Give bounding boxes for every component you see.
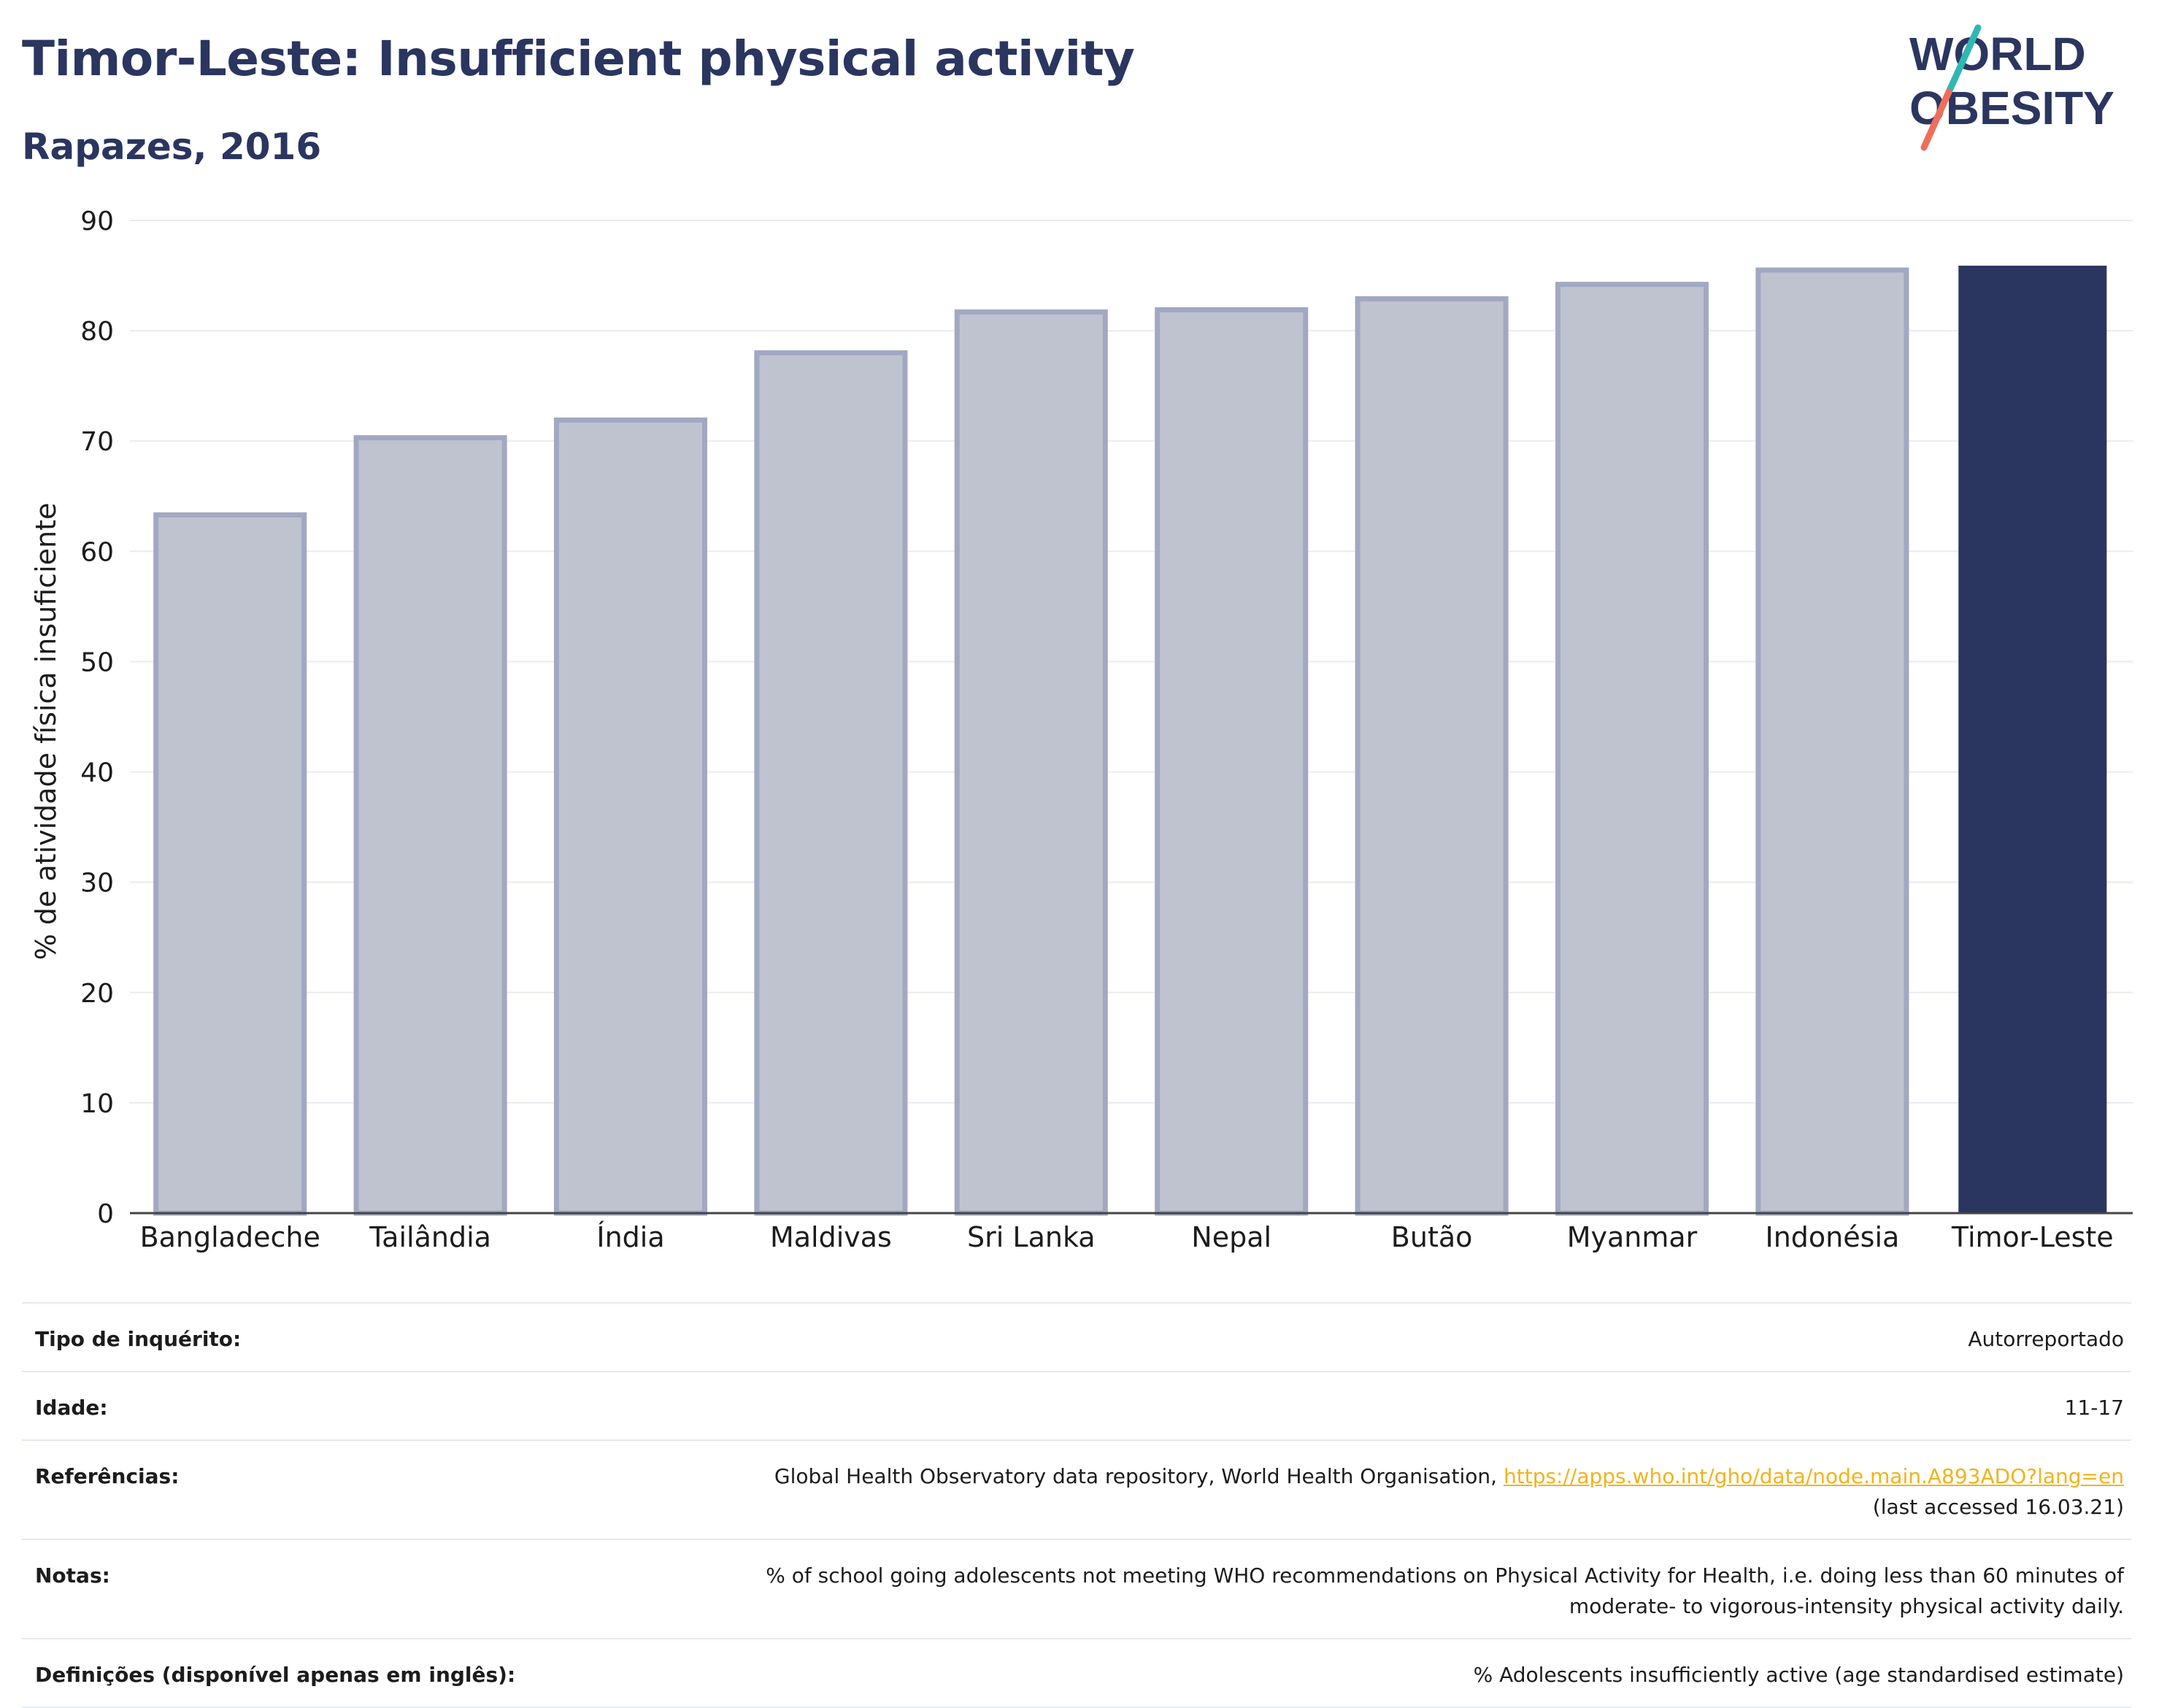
bar-myanmar bbox=[1555, 282, 1709, 1216]
bar-nepal bbox=[1155, 307, 1309, 1216]
y-tick-label: 0 bbox=[97, 1199, 114, 1229]
bar-bangladeche bbox=[153, 512, 307, 1216]
info-label: Notas: bbox=[22, 1539, 590, 1639]
x-tick-label: Maldivas bbox=[770, 1221, 892, 1253]
world-obesity-logo: WORLD OBESITY bbox=[1909, 24, 2114, 151]
bar-sri-lanka bbox=[954, 309, 1108, 1216]
info-table: Tipo de inquérito: Autorreportado Idade:… bbox=[22, 1302, 2131, 1708]
page-subtitle: Rapazes, 2016 bbox=[22, 126, 322, 168]
axes: 0 10 20 30 40 50 60 70 80 90 Bangladeche Tailândia Í… bbox=[80, 207, 2133, 1253]
x-tick-label: Indonésia bbox=[1766, 1221, 1900, 1253]
page-title: Timor-Leste: Insufficient physical activ… bbox=[22, 31, 1135, 87]
x-tick-label: Butão bbox=[1391, 1221, 1473, 1253]
x-tick-label: Bangladeche bbox=[140, 1221, 320, 1253]
x-tick-label: Sri Lanka bbox=[967, 1221, 1096, 1253]
y-tick-label: 50 bbox=[80, 647, 114, 677]
logo-slash-coral bbox=[1920, 88, 1952, 151]
info-row-notes: Notas: % of school going adolescents not… bbox=[22, 1539, 2131, 1639]
y-axis-label: % de atividade física insuficiente bbox=[30, 503, 62, 961]
bar-indon-sia bbox=[1755, 267, 1909, 1216]
y-tick-label: 40 bbox=[80, 758, 114, 788]
notes-line-1: % of school going adolescents not meetin… bbox=[766, 1563, 2124, 1588]
info-value: Global Health Observatory data repositor… bbox=[590, 1439, 2131, 1539]
y-tick-label: 20 bbox=[80, 979, 114, 1009]
bar-timor-leste bbox=[1958, 265, 2107, 1213]
bar-chart: 0 10 20 30 40 50 60 70 80 90 Bangladeche Tailândia Í… bbox=[30, 207, 2133, 1253]
notes-line-2: moderate- to vigorous-intensity physical… bbox=[1569, 1594, 2124, 1618]
y-tick-label: 90 bbox=[80, 207, 114, 236]
info-label: Tipo de inquérito: bbox=[22, 1302, 590, 1372]
info-value: Autorreportado bbox=[590, 1302, 2131, 1372]
info-row-references: Referências: Global Health Observatory d… bbox=[22, 1439, 2131, 1539]
bar-but-o bbox=[1355, 296, 1509, 1216]
x-tick-label: Timor-Leste bbox=[1951, 1221, 2114, 1253]
info-row-survey-type: Tipo de inquérito: Autorreportado bbox=[22, 1302, 2131, 1372]
y-tick-label: 80 bbox=[80, 317, 114, 347]
y-tick-label: 60 bbox=[80, 537, 114, 567]
info-label: Definições (disponível apenas em inglês)… bbox=[22, 1638, 590, 1708]
x-tick-label: Myanmar bbox=[1567, 1221, 1698, 1253]
y-tick-label: 10 bbox=[80, 1089, 114, 1119]
info-label: Idade: bbox=[22, 1371, 590, 1440]
info-row-definitions: Definições (disponível apenas em inglês)… bbox=[22, 1638, 2131, 1708]
bars bbox=[153, 265, 2107, 1216]
y-tick-label: 70 bbox=[80, 427, 114, 457]
logo-text-world: WORLD bbox=[1909, 28, 2086, 80]
reference-accessed: (last accessed 16.03.21) bbox=[1872, 1495, 2124, 1519]
x-tick-label: Nepal bbox=[1191, 1221, 1271, 1253]
info-value: % Adolescents insufficiently active (age… bbox=[590, 1638, 2131, 1708]
info-row-age: Idade: 11-17 bbox=[22, 1371, 2131, 1440]
logo-slash-teal bbox=[1945, 24, 1982, 96]
reference-text: Global Health Observatory data repositor… bbox=[774, 1464, 1504, 1488]
bar-maldivas bbox=[754, 350, 908, 1216]
reference-link[interactable]: https://apps.who.int/gho/data/node.main.… bbox=[1503, 1464, 2124, 1488]
info-value: % of school going adolescents not meetin… bbox=[590, 1539, 2131, 1639]
info-label: Referências: bbox=[22, 1439, 590, 1539]
x-tick-label: Índia bbox=[596, 1221, 664, 1253]
bar-tail-ndia bbox=[353, 435, 507, 1216]
info-value: 11-17 bbox=[590, 1371, 2131, 1440]
y-tick-label: 30 bbox=[80, 869, 114, 899]
x-tick-label: Tailândia bbox=[369, 1221, 491, 1253]
bar--ndia bbox=[553, 418, 708, 1216]
